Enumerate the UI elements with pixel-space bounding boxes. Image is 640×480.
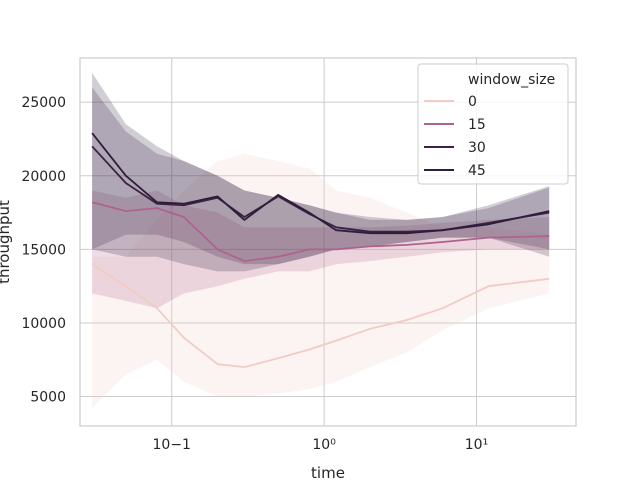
y-tick-label: 5000 xyxy=(30,390,66,406)
y-tick-label: 25000 xyxy=(21,95,66,111)
confidence-band-0 xyxy=(92,153,550,409)
legend-box xyxy=(417,63,569,185)
series-line-0 xyxy=(91,263,550,369)
legend-label-45: 45 xyxy=(468,163,486,179)
confidence-band-45 xyxy=(92,72,550,272)
legend-label-0: 0 xyxy=(468,94,477,110)
y-tick-label: 15000 xyxy=(21,242,66,258)
series-lines xyxy=(91,132,550,369)
y-tick-label: 10000 xyxy=(21,316,66,332)
legend-label-30: 30 xyxy=(468,140,486,156)
series-line-15 xyxy=(91,201,550,263)
x-axis-label: time xyxy=(311,464,345,480)
confidence-band-30 xyxy=(92,87,550,265)
x-tick-label: 10−1 xyxy=(153,437,191,453)
y-axis-ticks: 5000 10000 15000 20000 25000 xyxy=(21,95,66,405)
x-axis-ticks: 10−1 10⁰ 10¹ xyxy=(153,437,489,453)
y-axis-label: throughput xyxy=(0,200,13,284)
legend-title: window_size xyxy=(468,72,555,88)
series-line-45 xyxy=(91,132,550,235)
y-tick-label: 20000 xyxy=(21,169,66,185)
x-tick-label: 10⁰ xyxy=(312,437,336,453)
x-tick-label: 10¹ xyxy=(465,437,488,453)
legend-label-15: 15 xyxy=(468,117,486,133)
legend: window_size 0 15 30 45 xyxy=(417,63,569,185)
